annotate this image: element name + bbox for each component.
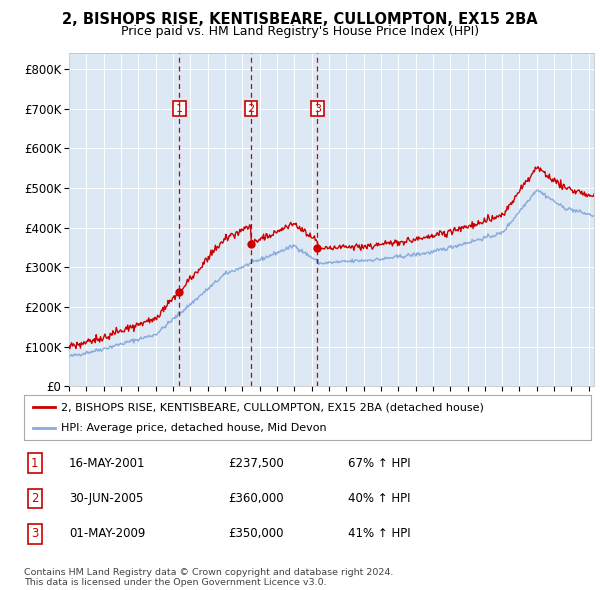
Text: 01-MAY-2009: 01-MAY-2009 bbox=[69, 527, 145, 540]
Text: £360,000: £360,000 bbox=[228, 492, 284, 505]
Text: 1: 1 bbox=[31, 457, 38, 470]
Text: 2: 2 bbox=[31, 492, 38, 505]
Text: 2: 2 bbox=[247, 104, 254, 114]
Text: Price paid vs. HM Land Registry's House Price Index (HPI): Price paid vs. HM Land Registry's House … bbox=[121, 25, 479, 38]
Text: 3: 3 bbox=[314, 104, 321, 114]
Text: 1: 1 bbox=[176, 104, 183, 114]
Text: £350,000: £350,000 bbox=[228, 527, 284, 540]
Text: Contains HM Land Registry data © Crown copyright and database right 2024.
This d: Contains HM Land Registry data © Crown c… bbox=[24, 568, 394, 587]
Text: 16-MAY-2001: 16-MAY-2001 bbox=[69, 457, 146, 470]
Text: 41% ↑ HPI: 41% ↑ HPI bbox=[348, 527, 410, 540]
Text: 30-JUN-2005: 30-JUN-2005 bbox=[69, 492, 143, 505]
Text: 3: 3 bbox=[31, 527, 38, 540]
Text: £237,500: £237,500 bbox=[228, 457, 284, 470]
Text: 40% ↑ HPI: 40% ↑ HPI bbox=[348, 492, 410, 505]
Text: 2, BISHOPS RISE, KENTISBEARE, CULLOMPTON, EX15 2BA (detached house): 2, BISHOPS RISE, KENTISBEARE, CULLOMPTON… bbox=[61, 402, 484, 412]
Text: 2, BISHOPS RISE, KENTISBEARE, CULLOMPTON, EX15 2BA: 2, BISHOPS RISE, KENTISBEARE, CULLOMPTON… bbox=[62, 12, 538, 27]
Text: 67% ↑ HPI: 67% ↑ HPI bbox=[348, 457, 410, 470]
Text: HPI: Average price, detached house, Mid Devon: HPI: Average price, detached house, Mid … bbox=[61, 422, 326, 432]
